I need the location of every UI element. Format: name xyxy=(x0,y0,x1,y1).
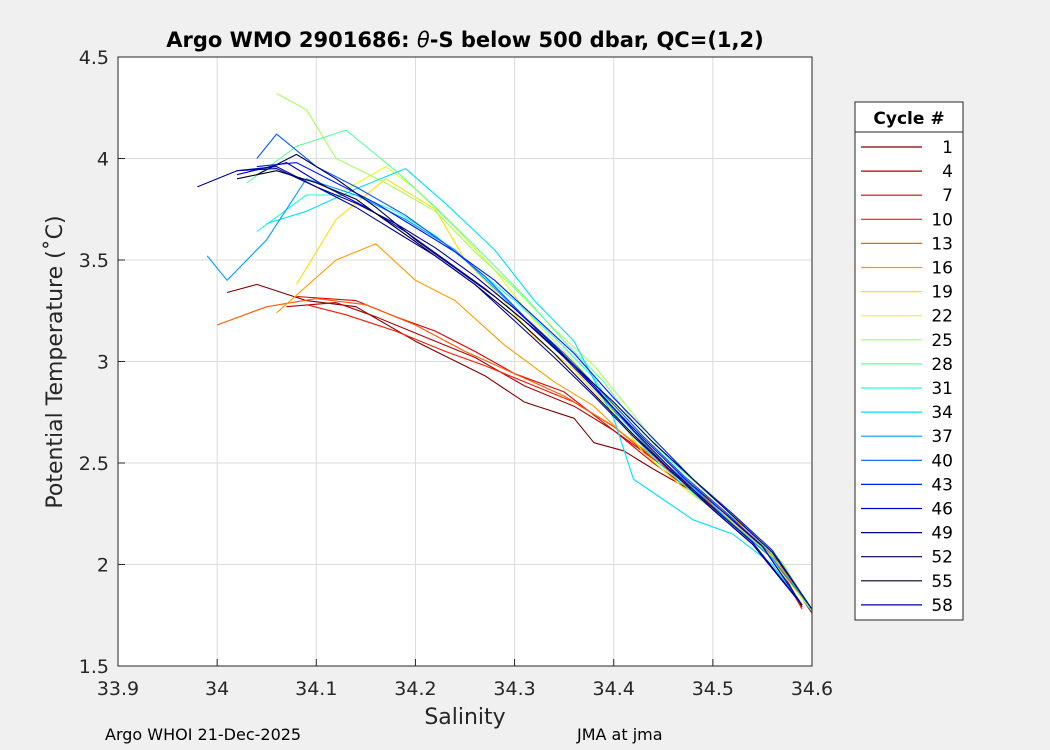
legend-label-cycle-37: 37 xyxy=(931,427,953,447)
x-tick-label: 33.9 xyxy=(97,678,139,700)
legend-label-cycle-55: 55 xyxy=(931,572,953,592)
legend: Cycle # 1 4 7 10 13 16 19 22 25 28 31 34 37 40 43 46 49 5… xyxy=(854,101,964,621)
legend-label-cycle-1: 1 xyxy=(942,138,953,158)
y-tick-label: 4.5 xyxy=(79,47,109,69)
legend-label-cycle-4: 4 xyxy=(942,162,953,182)
y-tick-label: 2 xyxy=(97,555,109,577)
legend-label-cycle-22: 22 xyxy=(931,307,953,327)
y-tick-label: 3.5 xyxy=(79,250,109,272)
legend-label-cycle-58: 58 xyxy=(931,596,953,616)
x-tick-label: 34.3 xyxy=(493,678,535,700)
legend-label-cycle-43: 43 xyxy=(931,475,953,495)
x-tick-label: 34.5 xyxy=(692,678,734,700)
legend-label-cycle-34: 34 xyxy=(931,403,953,423)
legend-box xyxy=(854,101,964,621)
series-line-cycle-34 xyxy=(266,168,803,606)
y-tick-label: 2.5 xyxy=(79,453,109,475)
series-line-cycle-40 xyxy=(256,133,803,606)
y-tick-label: 3 xyxy=(97,352,109,374)
legend-label-cycle-7: 7 xyxy=(942,186,953,206)
series-line-cycle-58 xyxy=(197,168,803,606)
legend-label-cycle-28: 28 xyxy=(931,355,953,375)
x-tick-label: 34 xyxy=(205,678,229,700)
x-axis-label: Salinity xyxy=(424,705,505,730)
legend-label-cycle-10: 10 xyxy=(931,210,953,230)
y-axis-label: Potential Temperature (˚C) xyxy=(43,215,68,508)
series-line-cycle-43 xyxy=(256,162,813,610)
x-tick-label: 34.2 xyxy=(394,678,436,700)
legend-label-cycle-19: 19 xyxy=(931,283,953,303)
series-line-cycle-16 xyxy=(276,243,813,612)
y-tick-label: 4 xyxy=(97,149,109,171)
legend-title: Cycle # xyxy=(873,109,944,129)
series-layer xyxy=(197,93,813,614)
series-line-cycle-49 xyxy=(236,166,803,606)
legend-label-cycle-46: 46 xyxy=(931,500,953,520)
legend-label-cycle-52: 52 xyxy=(931,548,953,568)
y-tick-label: 1.5 xyxy=(79,656,109,678)
chart-title: Argo WMO 2901686: θ-S below 500 dbar, QC… xyxy=(166,28,763,52)
footer-left: Argo WHOI 21-Dec-2025 xyxy=(105,725,301,744)
legend-label-cycle-25: 25 xyxy=(931,331,953,351)
legend-label-cycle-13: 13 xyxy=(931,234,953,254)
footer-right: JMA at jma xyxy=(576,725,663,744)
x-tick-label: 34.1 xyxy=(295,678,337,700)
legend-label-cycle-40: 40 xyxy=(931,451,953,471)
x-axis-ticks: 33.9 34 34.1 34.2 34.3 34.4 34.5 34.6 xyxy=(97,659,833,700)
x-tick-label: 34.6 xyxy=(791,678,833,700)
legend-label-cycle-16: 16 xyxy=(931,259,953,279)
legend-label-cycle-49: 49 xyxy=(931,524,953,544)
y-axis-ticks: 1.5 2 2.5 3 3.5 4 4.5 xyxy=(79,47,125,678)
legend-label-cycle-31: 31 xyxy=(931,379,953,399)
series-line-cycle-52 xyxy=(256,153,813,610)
x-tick-label: 34.4 xyxy=(593,678,635,700)
series-line-cycle-37 xyxy=(206,178,813,610)
